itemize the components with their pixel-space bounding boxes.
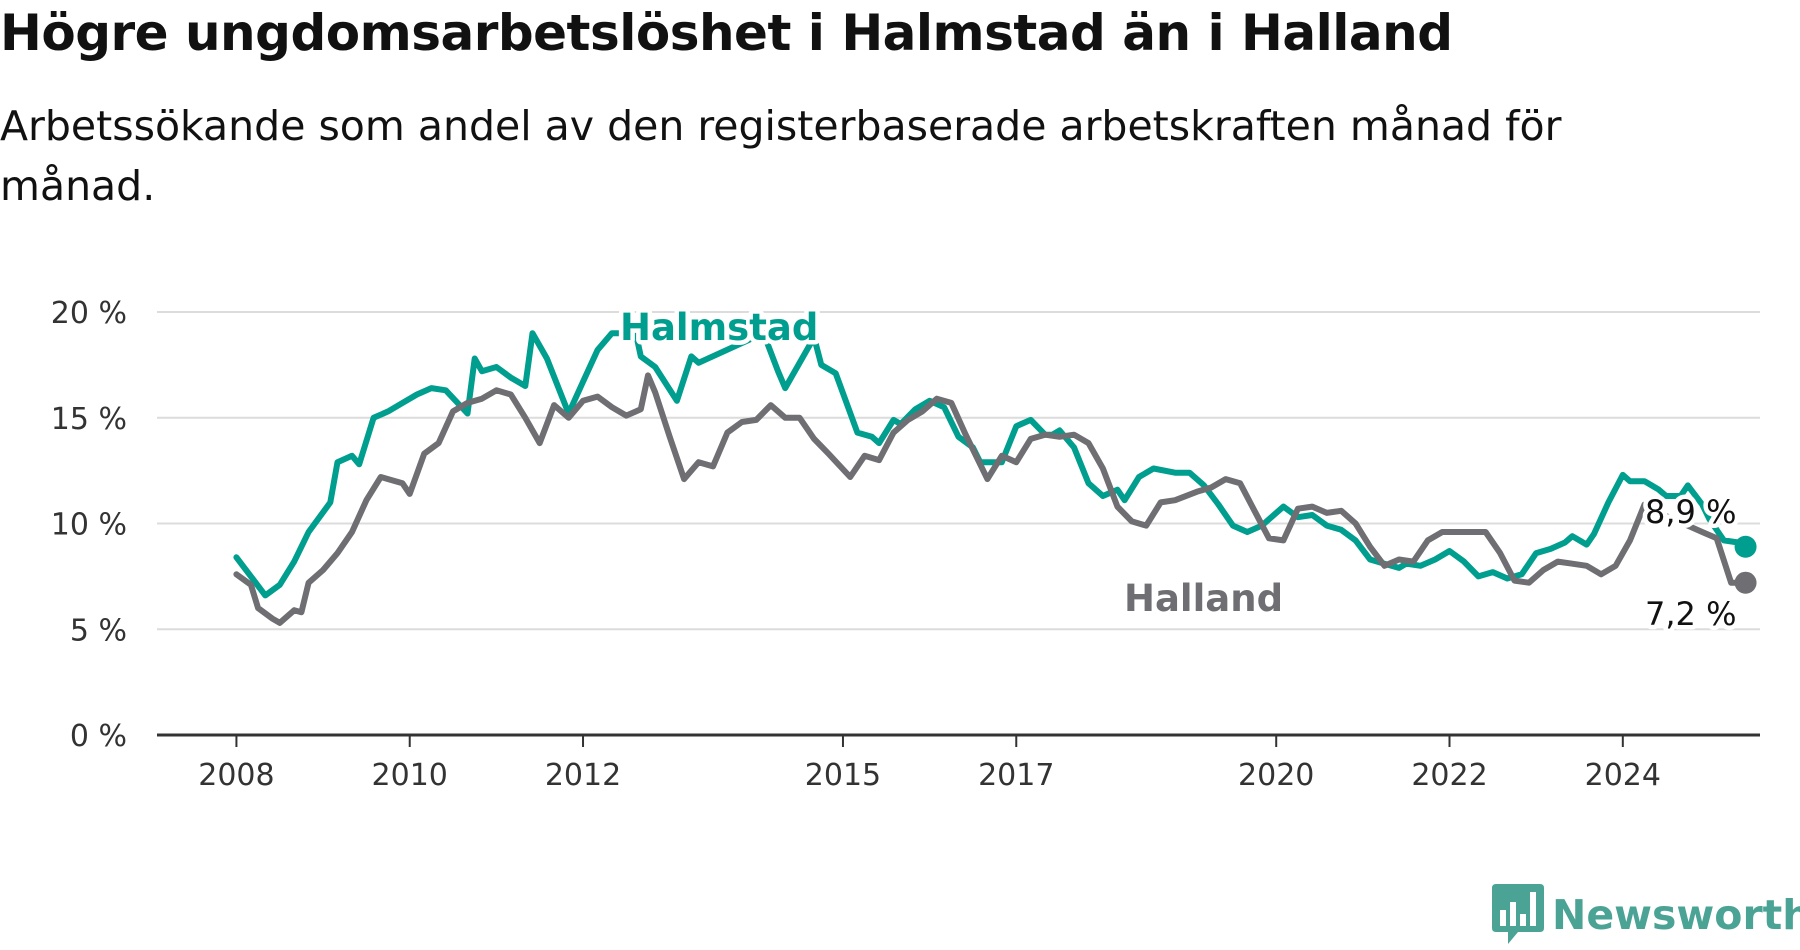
end-label-halland: 7,2 % [1645, 595, 1736, 633]
x-tick-label: 2012 [545, 758, 621, 793]
brand-name: Newsworthy [1552, 891, 1800, 939]
y-tick-label: 0 % [70, 719, 127, 754]
y-tick-label: 5 % [70, 613, 127, 648]
series-label-halland: Halland [1124, 577, 1283, 620]
y-axis-ticks: 0 % 5 % 10 % 15 % 20 % [51, 296, 127, 754]
y-tick-label: 20 % [51, 296, 127, 331]
x-tick-label: 2022 [1411, 758, 1487, 793]
brand-logo: Newsworthy [1492, 880, 1800, 950]
end-point-halland [1734, 571, 1757, 594]
end-point-halmstad [1734, 535, 1757, 558]
page-title: Högre ungdomsarbetslöshet i Halmstad än … [0, 4, 1453, 62]
x-tick-label: 2008 [198, 758, 274, 793]
page-subtitle: Arbetssökande som andel av den registerb… [0, 102, 1562, 210]
x-axis-ticks: 2008 2010 2012 2015 2017 2020 2022 2024 [198, 735, 1661, 793]
y-tick-label: 15 % [51, 402, 127, 437]
series-line-halmstad [233, 319, 1749, 599]
x-tick-label: 2024 [1585, 758, 1661, 793]
series-lines [233, 319, 1757, 626]
x-tick-label: 2010 [372, 758, 448, 793]
bar-chart-speech-bubble-icon [1492, 884, 1544, 944]
x-tick-label: 2020 [1238, 758, 1314, 793]
series-line-halland [233, 372, 1749, 626]
series-label-halmstad: Halmstad [620, 306, 818, 349]
y-tick-label: 10 % [51, 508, 127, 543]
x-tick-label: 2017 [978, 758, 1054, 793]
series-labels: 8,9 % 7,2 % Halmstad Halland [616, 302, 1741, 638]
x-tick-label: 2015 [805, 758, 881, 793]
end-label-halmstad: 8,9 % [1645, 493, 1736, 531]
